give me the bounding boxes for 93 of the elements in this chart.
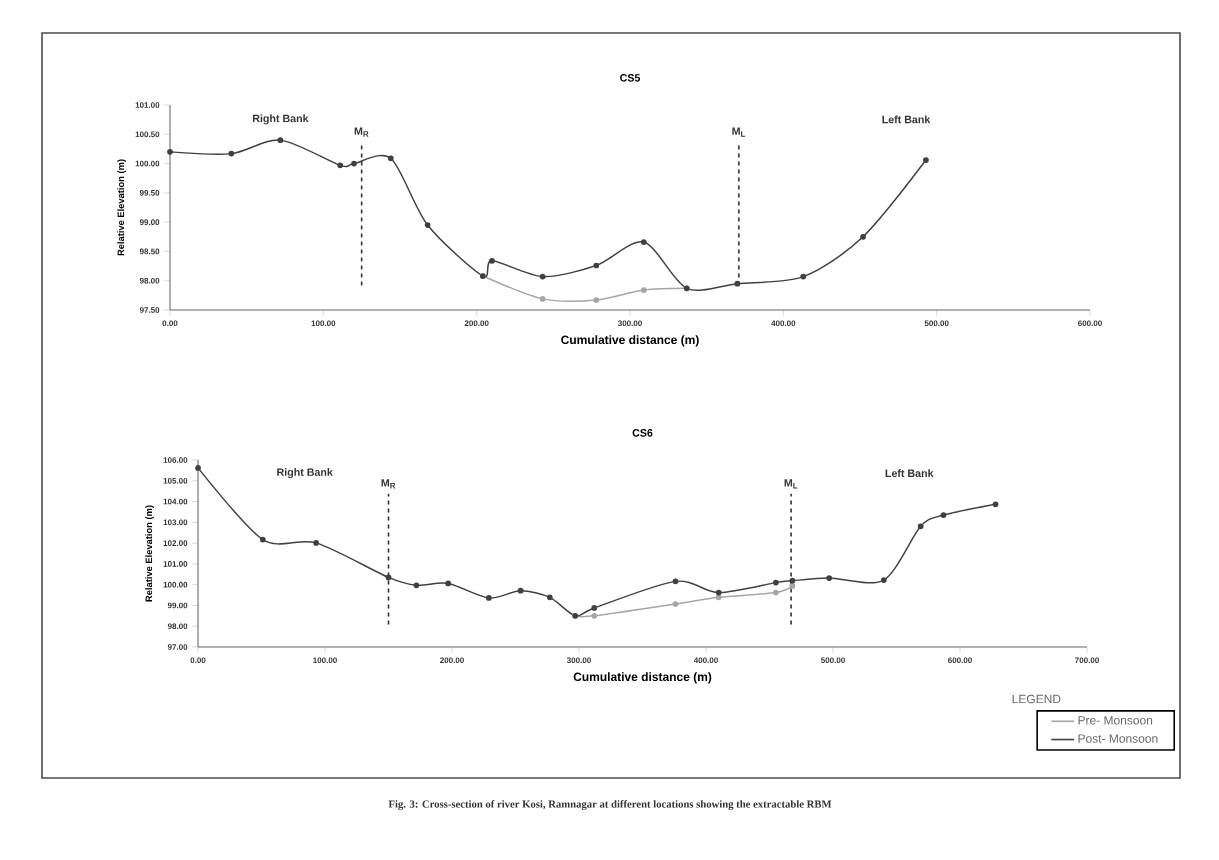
x-tick-label: 500.00 <box>821 657 845 664</box>
ref-line-label: M$_{R}$ <box>381 479 396 489</box>
y-tick-label: 97.50 <box>139 307 160 313</box>
point <box>672 601 679 607</box>
point <box>800 273 807 280</box>
point <box>789 583 796 589</box>
y-axis-title: Relative Elevation (m) <box>117 159 126 256</box>
point <box>591 605 598 611</box>
point <box>387 155 394 162</box>
annotation: Right Bank <box>252 114 309 125</box>
x-tick-label: 0.00 <box>162 320 178 327</box>
point <box>539 273 546 280</box>
annotation: Left Bank <box>882 115 931 124</box>
y-tick-label: 98.50 <box>139 248 160 255</box>
point <box>337 162 344 169</box>
y-tick-label: 99.00 <box>139 219 160 225</box>
x-tick-label: 700.00 <box>1075 657 1099 664</box>
point <box>424 222 431 228</box>
x-tick-label: 200.00 <box>464 320 489 327</box>
caption: Fig. 3: Cross-section of river Kosi, Ramnagar at different locations showing the extractable RBM <box>388 800 832 810</box>
point <box>485 595 492 601</box>
point <box>593 297 600 303</box>
point <box>734 280 741 287</box>
point <box>546 594 553 601</box>
point <box>715 589 722 596</box>
x-tick-label: 200.00 <box>440 657 464 664</box>
x-tick-label: 500.00 <box>924 320 949 327</box>
y-tick-label: 99.50 <box>139 190 160 196</box>
ref-line-label: M$_{L}$ <box>784 479 798 489</box>
point <box>413 582 420 589</box>
point <box>259 536 266 543</box>
y-tick-label: 106.00 <box>163 457 188 463</box>
point <box>167 148 173 155</box>
y-tick-label: 100.00 <box>135 160 160 167</box>
x-tick-label: 400.00 <box>771 320 796 327</box>
point <box>593 262 600 269</box>
point <box>640 287 647 293</box>
point <box>351 160 357 167</box>
point <box>539 296 546 302</box>
x-tick-label: 600.00 <box>1078 320 1102 327</box>
point <box>517 587 524 594</box>
y-tick-label: 101.00 <box>135 102 160 108</box>
point <box>917 523 924 530</box>
annotation: Right Bank <box>277 468 333 479</box>
y-tick-label: 99.00 <box>167 602 188 609</box>
point <box>277 137 284 144</box>
y-axis-title: Relative Elevation (m) <box>145 505 154 602</box>
x-axis-title: Cumulative distance (m) <box>561 335 699 347</box>
y-tick-label: 100.50 <box>135 131 160 138</box>
chart-title: CS6 <box>632 429 653 437</box>
y-tick-label: 98.00 <box>167 623 188 630</box>
point <box>923 157 929 163</box>
legend-label: Pre- Monsoon <box>1078 716 1153 725</box>
point <box>385 574 392 581</box>
x-tick-label: 400.00 <box>693 657 718 664</box>
chart-title: CS5 <box>620 74 641 82</box>
point <box>672 578 679 585</box>
x-tick-label: 300.00 <box>566 657 591 664</box>
y-tick-label: 104.00 <box>163 498 188 505</box>
y-tick-label: 103.00 <box>163 519 188 526</box>
point <box>228 150 235 157</box>
point <box>591 612 598 619</box>
ref-line-label: M$_{R}$ <box>354 127 369 137</box>
point <box>826 575 833 581</box>
ref-line-label: M$_{L}$ <box>732 127 746 137</box>
x-tick-label: 0.00 <box>190 657 206 664</box>
point <box>880 577 887 583</box>
point <box>940 512 947 518</box>
point <box>313 540 319 546</box>
annotation: Left Bank <box>885 469 934 478</box>
y-tick-label: 101.00 <box>163 561 188 567</box>
y-tick-label: 97.00 <box>167 644 188 650</box>
legend-title: LEGEND <box>1012 694 1061 704</box>
point <box>992 501 999 508</box>
point <box>195 465 201 471</box>
point <box>772 589 779 596</box>
point <box>489 257 495 264</box>
legend-label: Post- Monsoon <box>1078 734 1158 743</box>
point <box>445 580 452 587</box>
x-tick-label: 100.00 <box>311 320 336 327</box>
point <box>772 579 779 586</box>
x-tick-label: 300.00 <box>617 320 642 327</box>
y-tick-label: 105.00 <box>163 477 188 484</box>
point <box>789 577 796 584</box>
x-axis-title: Cumulative distance (m) <box>573 672 712 684</box>
y-tick-label: 100.00 <box>163 581 188 588</box>
point <box>640 239 647 245</box>
x-tick-label: 100.00 <box>313 657 337 664</box>
y-tick-label: 102.00 <box>163 540 188 546</box>
point <box>860 233 866 240</box>
point <box>715 594 722 601</box>
y-tick-label: 98.00 <box>139 277 160 284</box>
x-tick-label: 600.00 <box>948 657 972 664</box>
